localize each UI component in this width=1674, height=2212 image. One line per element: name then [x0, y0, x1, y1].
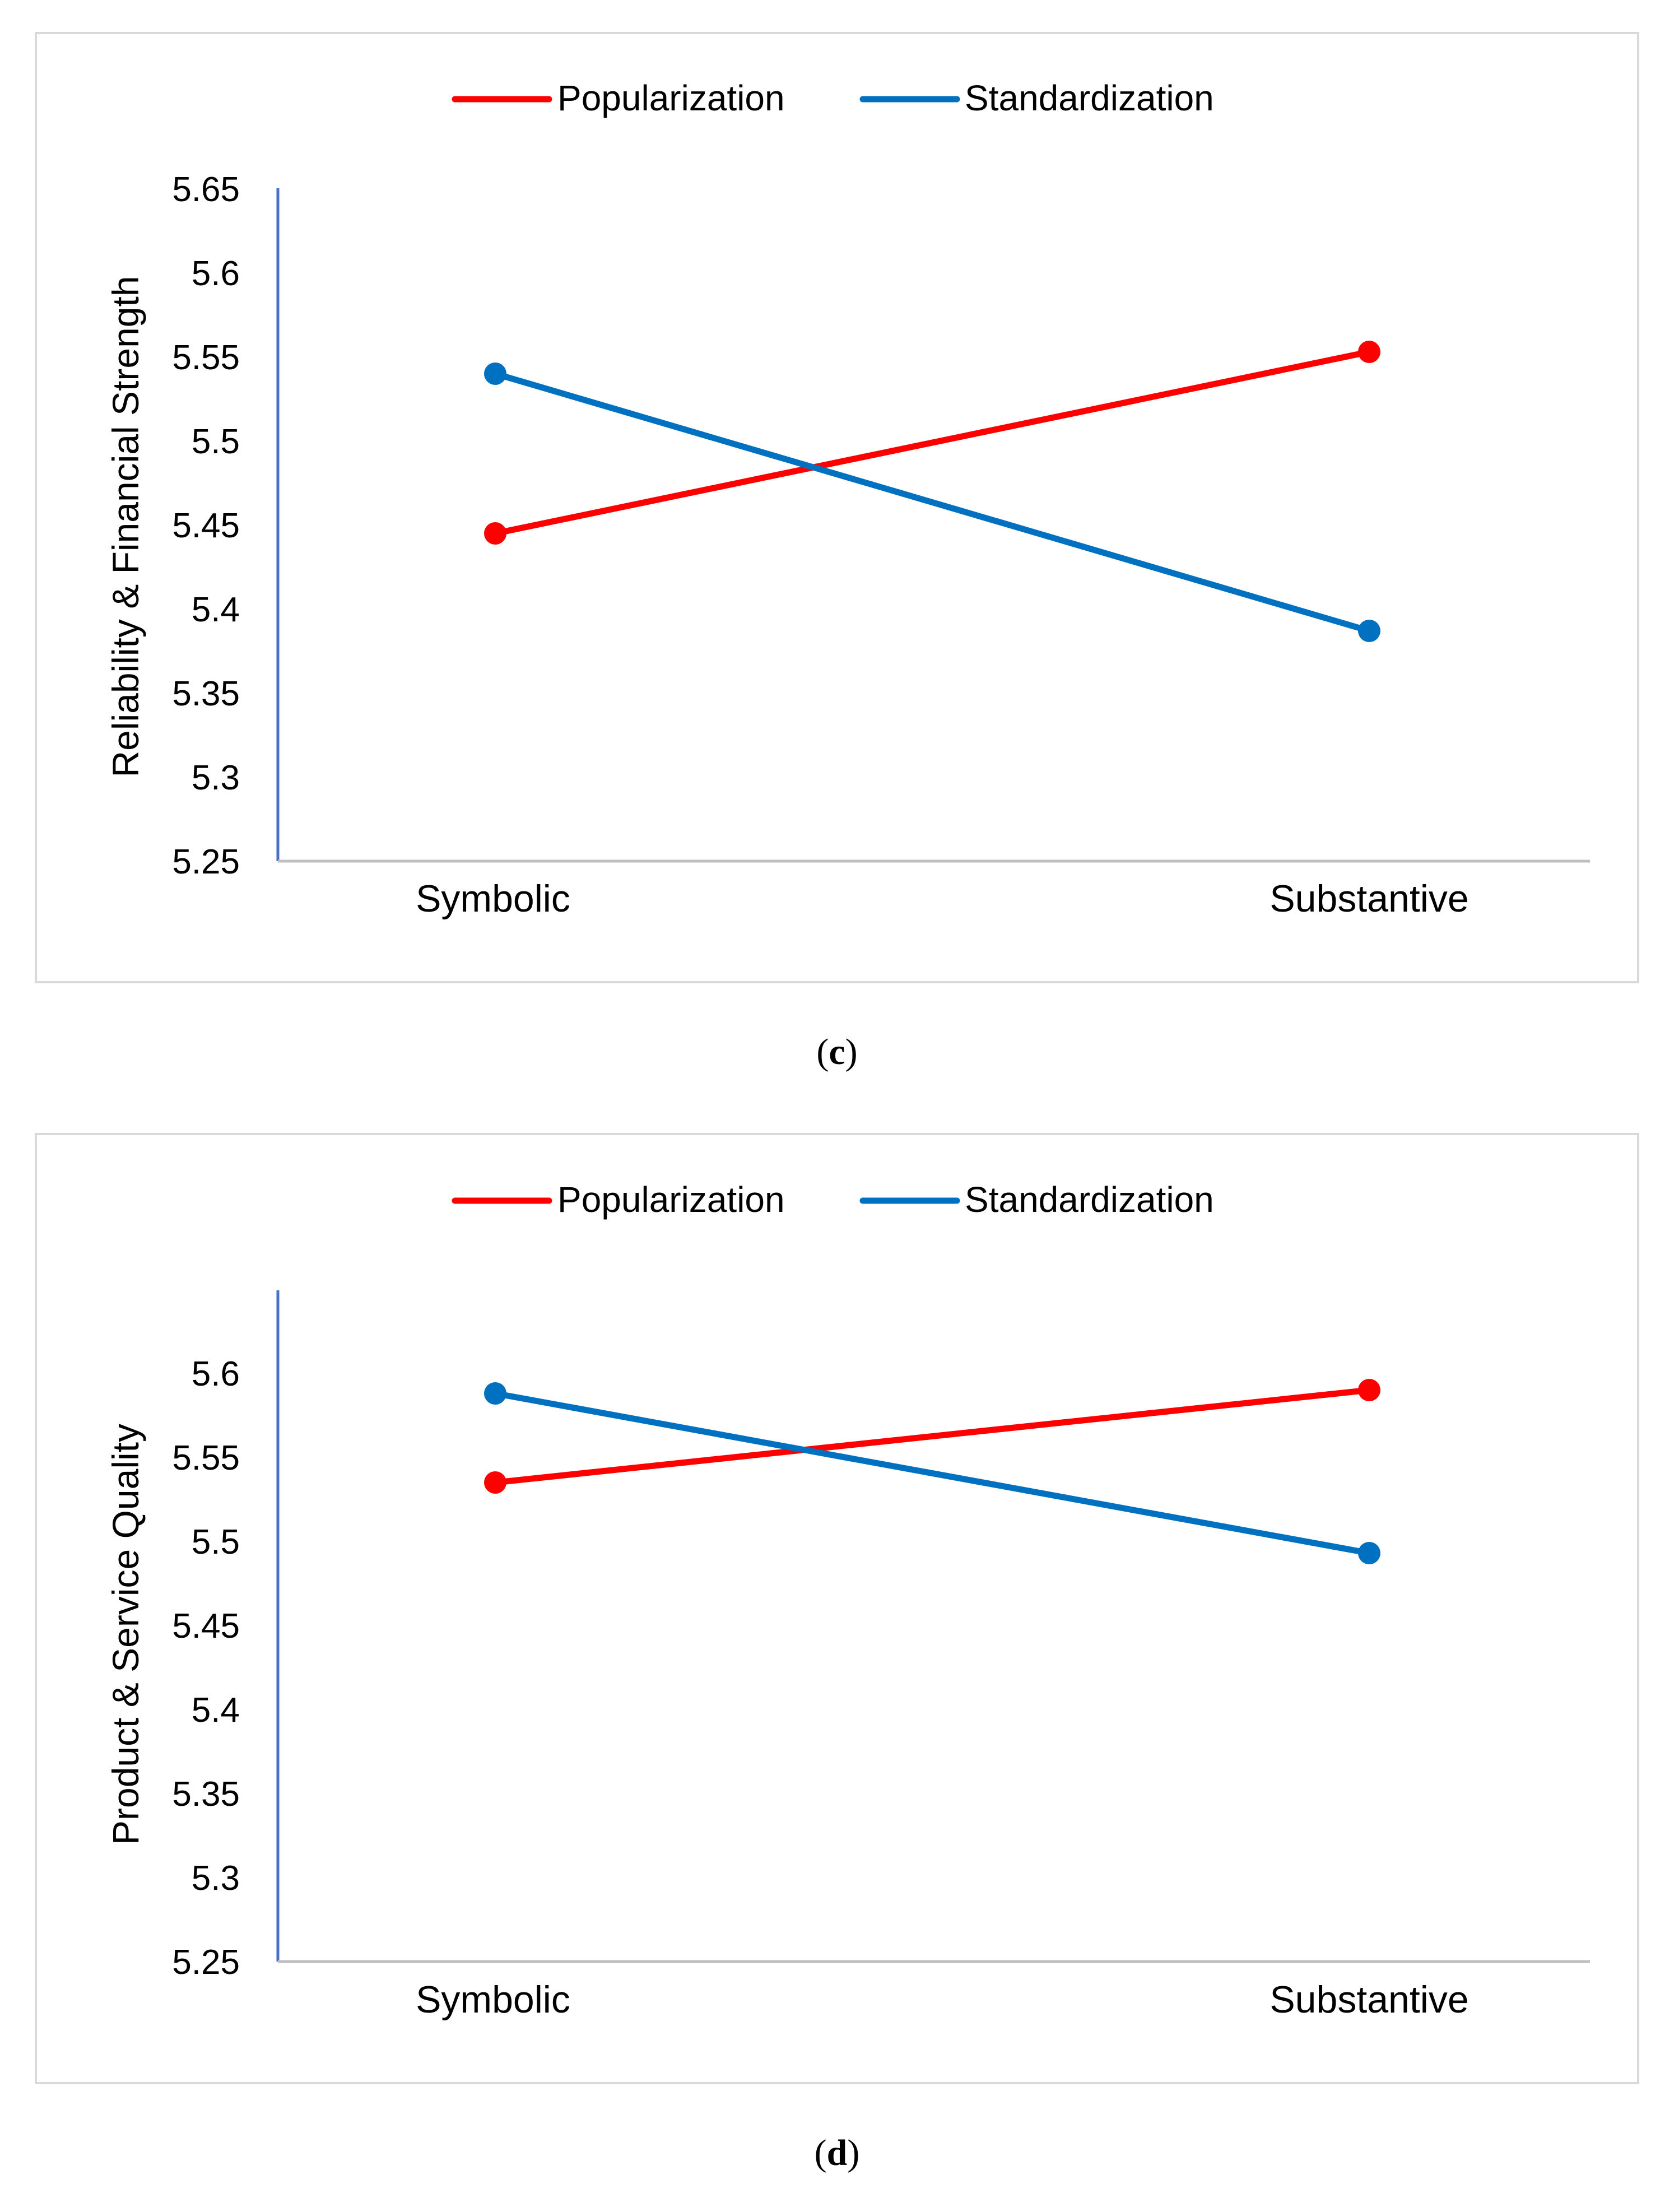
chart-c-x-category-label: Substantive: [1270, 877, 1468, 920]
chart-c-y-tick-label: 5.65: [172, 170, 240, 209]
chart-c-legend-standardization-label: Standardization: [965, 78, 1214, 118]
chart-d-y-tick-label: 5.3: [192, 1859, 240, 1898]
chart-c-series-line-standardization: [492, 370, 1373, 634]
chart-d-y-tick-label: 5.4: [192, 1691, 240, 1730]
chart-c-y-tick-label: 5.6: [192, 254, 240, 293]
chart-c-caption: (c): [0, 1031, 1674, 1074]
chart-c-point-popularization-symbolic: [484, 522, 506, 545]
chart-d-series: [484, 1379, 1380, 1564]
chart-d-caption-close: ): [847, 2132, 860, 2173]
chart-c-y-tick-label: 5.5: [192, 422, 240, 461]
chart-d-point-popularization-substantive: [1358, 1379, 1380, 1401]
chart-d-caption-open: (: [814, 2132, 827, 2173]
chart-c-series-line-popularization: [492, 348, 1373, 537]
chart-d-y-tick-label: 5.45: [172, 1607, 240, 1646]
chart-c-caption-close: ): [845, 1031, 858, 1072]
chart-d-legend-standardization-label: Standardization: [965, 1179, 1214, 1220]
chart-c-y-tick-label: 5.45: [172, 506, 240, 545]
chart-d-point-standardization-symbolic: [484, 1382, 506, 1405]
chart-c-frame: [35, 32, 1639, 983]
chart-d-caption: (d): [0, 2132, 1674, 2174]
chart-c-legend-popularization-label: Popularization: [557, 78, 785, 118]
chart-d-series-line-popularization: [492, 1387, 1373, 1486]
chart-c-y-tick-label: 5.55: [172, 338, 240, 377]
chart-d-y-tick-label: 5.25: [172, 1943, 240, 1982]
chart-d-series-line-standardization: [492, 1390, 1373, 1556]
chart-d: Popularization Standardization Product &…: [105, 1179, 1590, 2021]
chart-c-caption-open: (: [816, 1031, 829, 1072]
chart-c-caption-letter: c: [829, 1031, 845, 1072]
chart-d-x-category-label: Symbolic: [416, 1978, 570, 2021]
chart-d-frame: [35, 1133, 1639, 2084]
chart-d-caption-letter: d: [826, 2132, 848, 2173]
chart-c: Popularization Standardization Reliabili…: [105, 78, 1590, 920]
chart-d-y-tick-label: 5.6: [192, 1355, 240, 1393]
chart-c-y-axis-title: Reliability & Financial Strength: [105, 276, 146, 777]
chart-c-x-category-label: Symbolic: [416, 877, 570, 920]
chart-c-y-tick-label: 5.3: [192, 759, 240, 797]
chart-d-legend-popularization-label: Popularization: [557, 1179, 785, 1220]
chart-d-x-categories: Symbolic Substantive: [416, 1978, 1469, 2021]
chart-d-y-tick-label: 5.5: [192, 1523, 240, 1562]
chart-d-y-tick-label: 5.55: [172, 1439, 240, 1477]
chart-c-y-tick-label: 5.4: [192, 591, 240, 629]
chart-c-y-tick-label: 5.35: [172, 675, 240, 713]
chart-d-point-popularization-symbolic: [484, 1471, 506, 1494]
chart-d-y-tick-label: 5.35: [172, 1775, 240, 1814]
chart-c-point-standardization-symbolic: [484, 363, 506, 385]
chart-d-point-standardization-substantive: [1358, 1542, 1380, 1564]
chart-d-y-ticks: 5.25 5.3 5.35 5.4 5.45 5.5 5.55 5.6: [172, 1355, 240, 1982]
chart-c-y-ticks: 5.25 5.3 5.35 5.4 5.45 5.5 5.55 5.6 5.65: [172, 170, 240, 881]
chart-c-point-popularization-substantive: [1358, 341, 1380, 363]
chart-d-y-axis-title: Product & Service Quality: [105, 1424, 146, 1845]
chart-d-legend: Popularization Standardization: [452, 1179, 1214, 1220]
chart-c-y-tick-label: 5.25: [172, 843, 240, 881]
chart-c-series: [484, 341, 1380, 642]
chart-d-x-category-label: Substantive: [1270, 1978, 1468, 2021]
chart-c-point-standardization-substantive: [1358, 620, 1380, 642]
chart-c-x-categories: Symbolic Substantive: [416, 877, 1469, 920]
chart-c-legend: Popularization Standardization: [452, 78, 1214, 118]
